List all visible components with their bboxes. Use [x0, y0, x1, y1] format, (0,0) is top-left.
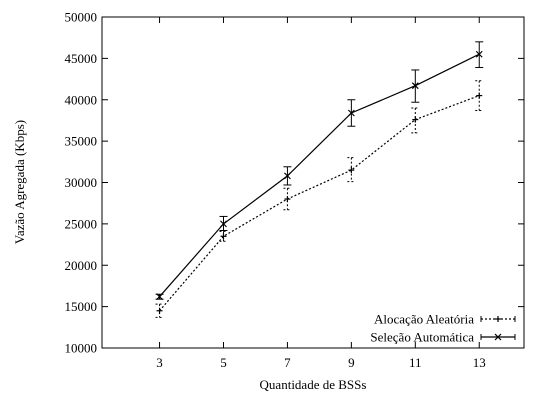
- data-point: [475, 50, 483, 58]
- series-line: [159, 95, 480, 312]
- y-tick-label: 10000: [65, 341, 98, 356]
- x-tick-label: 13: [473, 355, 486, 370]
- y-tick-label: 15000: [65, 299, 98, 314]
- series-1: [155, 80, 484, 318]
- series-layer: [155, 41, 484, 318]
- y-axis-ticks: 10000 15000 20000 25000 30000 35000 40000 45000…: [65, 10, 524, 356]
- x-tick-label: 7: [284, 355, 291, 370]
- x-axis-title: Quantidade de BSSs: [260, 377, 367, 392]
- series-line: [159, 53, 480, 298]
- legend: Alocação Aleatória Seleção Automática: [370, 312, 516, 345]
- plot-frame: [101, 16, 525, 349]
- data-point: [411, 82, 419, 90]
- y-tick-label: 25000: [65, 216, 98, 231]
- legend-label: Alocação Aleatória: [374, 312, 474, 327]
- x-tick-label: 9: [348, 355, 355, 370]
- data-point: [347, 109, 355, 117]
- y-tick-label: 50000: [65, 10, 98, 25]
- legend-label: Seleção Automática: [370, 330, 474, 345]
- data-point: [220, 220, 227, 228]
- x-tick-label: 3: [156, 355, 163, 370]
- data-point: [156, 293, 163, 301]
- y-axis-title: Vazão Agregada (Kbps): [12, 120, 27, 244]
- y-tick-label: 45000: [65, 51, 98, 66]
- legend-marker: [494, 333, 502, 341]
- y-tick-label: 30000: [65, 175, 98, 190]
- data-point: [283, 172, 291, 180]
- series-2: [155, 41, 484, 301]
- y-tick-label: 35000: [65, 134, 98, 149]
- y-tick-label: 40000: [65, 92, 98, 107]
- x-tick-label: 5: [220, 355, 227, 370]
- x-axis-ticks: 3 5 7 9 11 13: [156, 17, 486, 370]
- y-tick-label: 20000: [65, 258, 98, 273]
- x-tick-label: 11: [409, 355, 422, 370]
